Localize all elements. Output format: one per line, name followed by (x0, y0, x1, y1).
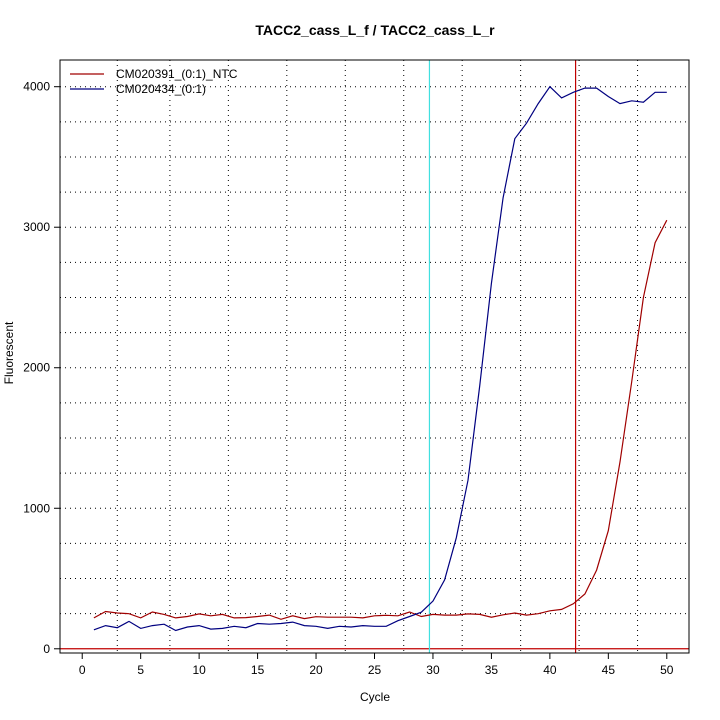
grid (60, 60, 689, 653)
chart-title: TACC2_cass_L_f / TACC2_cass_L_r (255, 22, 495, 38)
x-tick-label: 30 (426, 663, 440, 677)
y-tick-label: 1000 (23, 501, 50, 515)
x-tick-label: 50 (660, 663, 674, 677)
x-axis: 0 5 10 15 20 25 30 35 40 45 50 (79, 653, 674, 677)
y-axis: 0 1000 2000 3000 4000 (23, 80, 60, 656)
x-tick-label: 35 (485, 663, 499, 677)
x-tick-label: 0 (79, 663, 86, 677)
series-line (93, 85, 667, 632)
legend-label: CM020391_(0:1)_NTC (116, 67, 238, 81)
y-tick-label: 4000 (23, 80, 50, 94)
series-lines (93, 85, 668, 632)
x-axis-label: Cycle (360, 690, 390, 704)
legend-label: CM020434_(0:1) (116, 82, 206, 96)
plot-frame (59, 59, 690, 654)
y-tick-label: 0 (43, 642, 50, 656)
x-tick-label: 20 (309, 663, 323, 677)
y-tick-label: 3000 (23, 220, 50, 234)
x-tick-label: 45 (602, 663, 616, 677)
threshold-lines (60, 60, 689, 653)
x-tick-label: 40 (543, 663, 557, 677)
x-tick-label: 25 (368, 663, 382, 677)
x-tick-label: 10 (192, 663, 206, 677)
x-tick-label: 15 (251, 663, 265, 677)
y-axis-label: Fluorescent (2, 321, 16, 384)
series-line (93, 219, 668, 620)
x-tick-label: 5 (137, 663, 144, 677)
y-tick-label: 2000 (23, 361, 50, 375)
